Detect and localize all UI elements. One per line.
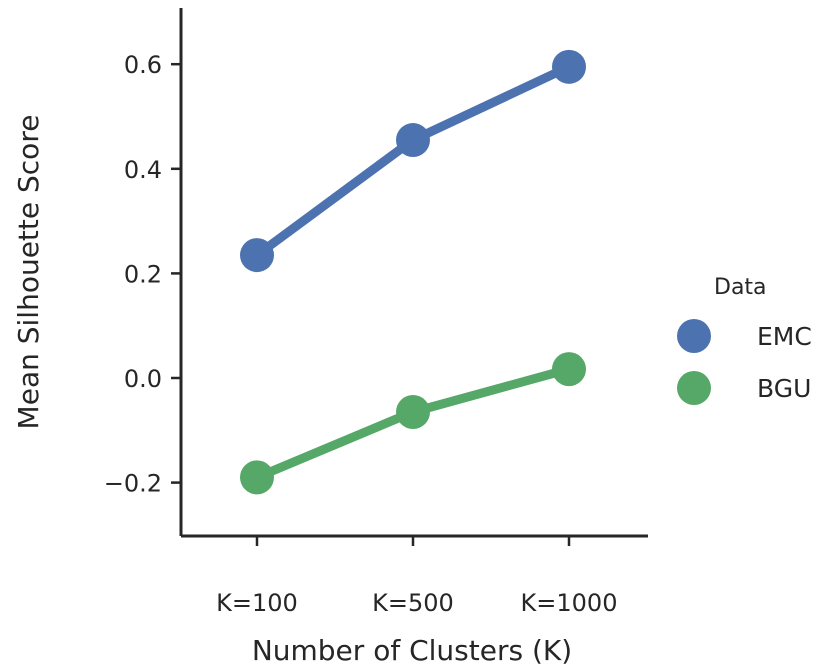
legend-title: Data [714, 275, 767, 300]
y-axis-ticks: −0.2 0.0 0.2 0.4 0.6 [104, 51, 181, 498]
legend-marker [677, 319, 711, 353]
series-emc [240, 49, 586, 273]
legend-items: EMC BGU [677, 319, 812, 405]
y-tick-label: 0.2 [124, 260, 162, 288]
data-point-emc [240, 238, 274, 273]
data-point-emc [396, 123, 430, 158]
x-axis-ticks: K=100 K=500 K=1000 [216, 536, 617, 617]
data-point-bgu [396, 394, 430, 429]
data-point-bgu [240, 460, 274, 495]
y-tick-label: 0.4 [124, 156, 162, 184]
legend-marker [677, 371, 711, 405]
x-tick-label: K=100 [216, 589, 298, 617]
x-tick-label: K=500 [372, 589, 454, 617]
legend: Data EMC BGU [677, 275, 812, 405]
legend-item-bgu: BGU [677, 371, 811, 405]
y-tick-label: −0.2 [104, 470, 162, 498]
y-tick-label: 0.0 [124, 365, 162, 393]
x-tick-label: K=1000 [521, 589, 618, 617]
legend-label: BGU [757, 374, 811, 403]
data-point-bgu [552, 352, 586, 387]
legend-label: EMC [757, 322, 812, 351]
series-bgu [240, 352, 586, 495]
data-point-emc [552, 49, 586, 84]
y-tick-label: 0.6 [124, 51, 162, 79]
y-axis-title: Mean Silhouette Score [12, 115, 45, 430]
series-line-emc [252, 62, 574, 260]
series-layer [240, 49, 586, 495]
legend-item-emc: EMC [677, 319, 812, 353]
x-axis-title: Number of Clusters (K) [252, 634, 572, 667]
